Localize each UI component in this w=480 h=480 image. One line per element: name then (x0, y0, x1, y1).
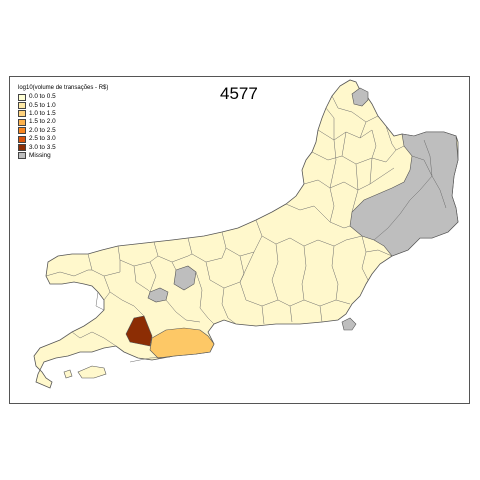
legend-label: 2.0 to 2.5 (29, 126, 56, 134)
missing-boundaries (373, 139, 447, 241)
legend: log10(volume de transações - R$) 0.0 to … (18, 84, 108, 160)
legend-label: 3.0 to 3.5 (29, 143, 56, 151)
region-class-3.0-3.5 (125, 315, 153, 347)
coastal-lagoon (129, 356, 171, 363)
legend-label: 0.0 to 0.5 (29, 93, 56, 101)
legend-item: 0.0 to 0.5 (18, 93, 108, 101)
region-missing (349, 131, 459, 257)
legend-item: 3.0 to 3.5 (18, 143, 108, 152)
legend-swatch (18, 127, 26, 135)
legend-swatch (18, 118, 26, 126)
legend-swatch (18, 110, 26, 118)
municipal-boundaries (45, 95, 405, 347)
legend-swatch (18, 93, 26, 101)
region-missing (341, 317, 357, 331)
legend-item: Missing (18, 152, 108, 160)
legend-item: 1.5 to 2.0 (18, 118, 108, 126)
legend-swatch (18, 102, 26, 110)
legend-swatch (18, 152, 26, 160)
region-class-1.5-2.0 (149, 327, 215, 359)
map-title: 4577 (220, 84, 258, 103)
region-missing (351, 87, 369, 107)
region-missing (173, 265, 197, 291)
legend-item: 2.5 to 3.0 (18, 135, 108, 143)
island (77, 365, 107, 379)
legend-item: 0.5 to 1.0 (18, 101, 108, 110)
legend-label: 0.5 to 1.0 (29, 101, 56, 109)
legend-label: 1.5 to 2.0 (29, 118, 56, 126)
legend-swatch (18, 135, 26, 143)
legend-label: 2.5 to 3.0 (29, 135, 56, 143)
island (63, 369, 73, 379)
legend-item: 2.0 to 2.5 (18, 127, 108, 135)
legend-label: 1.0 to 1.5 (29, 109, 56, 117)
legend-swatch (18, 144, 26, 152)
legend-label: Missing (29, 151, 51, 159)
legend-title: log10(volume de transações - R$) (18, 85, 109, 91)
legend-item: 1.0 to 1.5 (18, 110, 108, 118)
